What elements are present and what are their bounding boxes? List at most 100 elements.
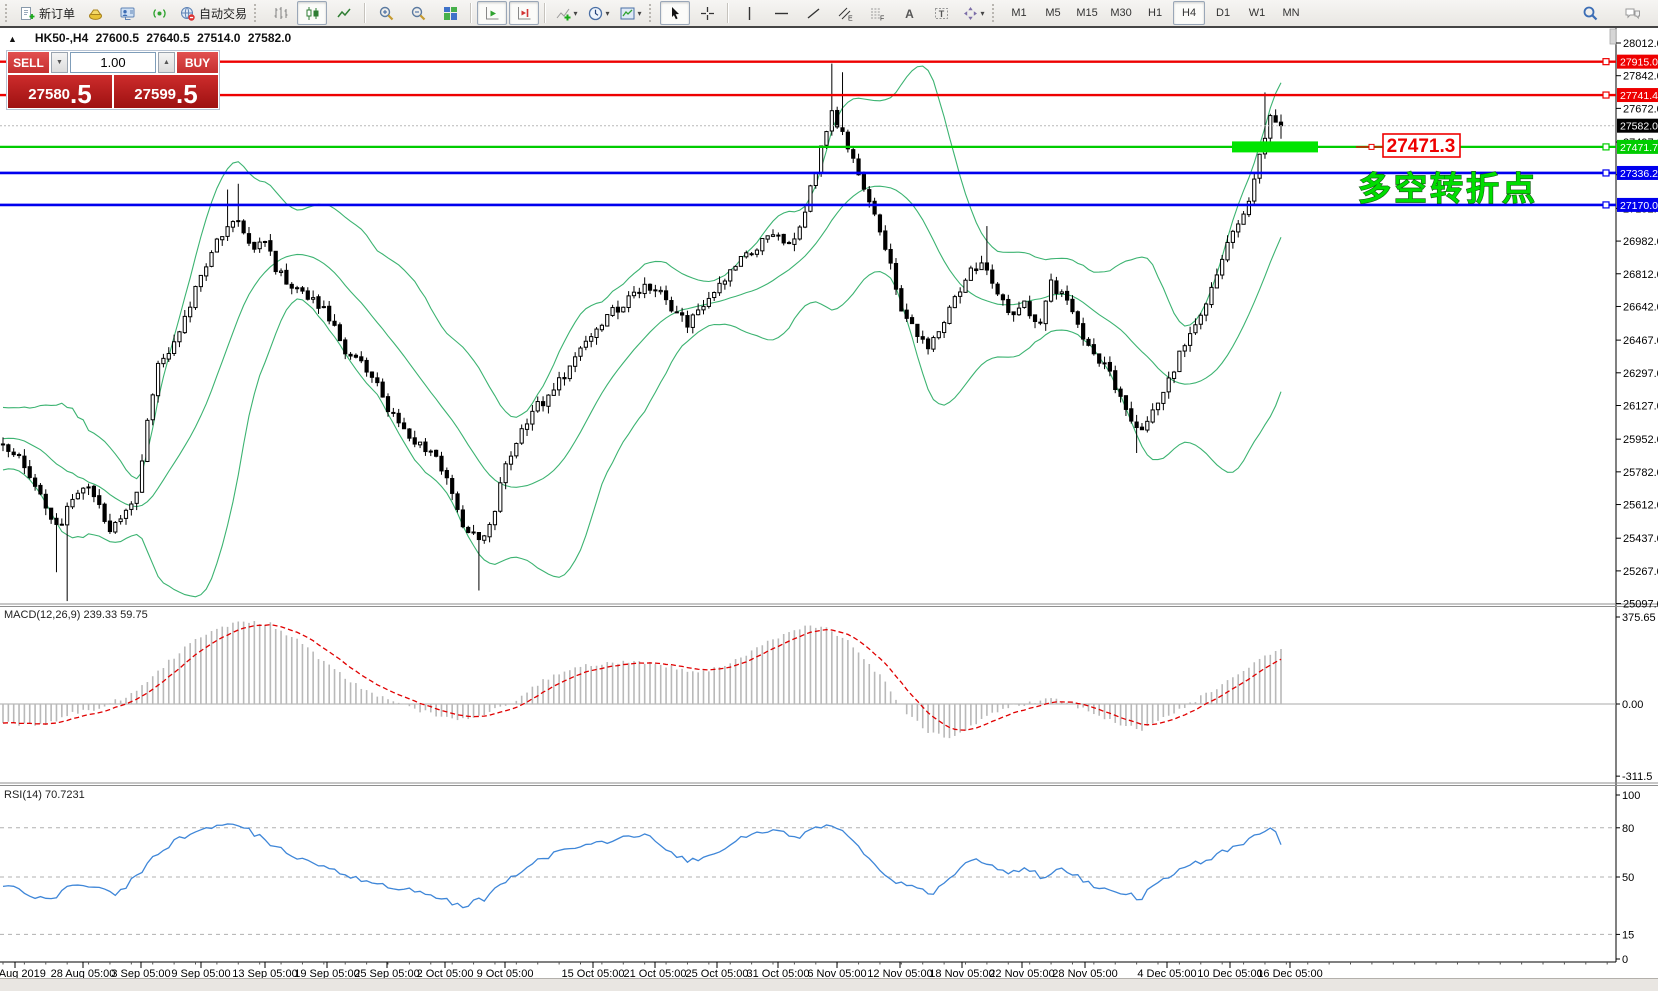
text-label-button[interactable]: T xyxy=(926,1,956,25)
horizontal-line-button[interactable] xyxy=(766,1,796,25)
macd-signal-line xyxy=(2,623,1282,731)
tile-windows-button[interactable] xyxy=(435,1,465,25)
tf-MN-button[interactable]: MN xyxy=(1275,1,1307,25)
volume-input[interactable] xyxy=(70,52,156,73)
vertical-line-icon xyxy=(741,5,758,22)
chart-scrollbar[interactable] xyxy=(1609,28,1617,45)
zoom-in-button[interactable] xyxy=(371,1,401,25)
data-window-button[interactable] xyxy=(112,1,142,25)
fibonacci-button[interactable]: F xyxy=(862,1,892,25)
tf-M30-button[interactable]: M30 xyxy=(1105,1,1137,25)
zoom-in-icon xyxy=(378,5,395,22)
text-button[interactable]: A xyxy=(894,1,924,25)
price-tag-27471.7 xyxy=(1617,139,1658,154)
templates-dropdown-icon[interactable]: ▾ xyxy=(637,8,642,18)
highlight-segment[interactable] xyxy=(1232,141,1318,153)
toolbar: 新订单 自动交易 ▾ ▾ ▾ E F A T ▾ M1 M5 M15 M30 H1 H4 D1 W1 MN xyxy=(0,0,1658,26)
macd-pane xyxy=(0,621,1616,739)
svg-text:T: T xyxy=(938,9,944,19)
chat-button[interactable] xyxy=(1617,1,1647,25)
svg-text:F: F xyxy=(880,15,884,22)
cn-annotation-text[interactable]: 多空转折点 xyxy=(1357,169,1538,207)
auto-trading-button[interactable]: 自动交易 xyxy=(176,1,250,25)
tf-H4-button[interactable]: H4 xyxy=(1173,1,1206,25)
trend-line-button[interactable] xyxy=(798,1,828,25)
equidistant-channel-icon: E xyxy=(837,5,854,22)
line-handle xyxy=(1602,58,1610,66)
line-chart-button[interactable] xyxy=(329,1,359,25)
time-label: 3 Sep 05:00 xyxy=(111,968,170,980)
new-order-button[interactable]: 新订单 xyxy=(16,1,78,25)
templates-icon xyxy=(619,5,636,22)
time-label: 9 Sep 05:00 xyxy=(171,968,230,980)
time-label: 19 Sep 05:00 xyxy=(294,968,359,980)
arrows-button[interactable]: ▾ xyxy=(958,1,988,25)
macd-label: MACD(12,26,9) 239.33 59.75 xyxy=(4,609,148,621)
crosshair-button[interactable] xyxy=(692,1,722,25)
search-button[interactable] xyxy=(1575,1,1605,25)
tf-M15-button[interactable]: M15 xyxy=(1071,1,1103,25)
bollinger-lower xyxy=(2,270,1282,598)
auto-scroll-button[interactable] xyxy=(477,1,508,25)
tf-H1-button[interactable]: H1 xyxy=(1139,1,1171,25)
sell-price-pip: .5 xyxy=(70,79,92,109)
sell-price-box[interactable]: 27580.5 xyxy=(8,75,112,108)
zoom-out-button[interactable] xyxy=(403,1,433,25)
periods-dropdown-icon[interactable]: ▾ xyxy=(605,8,610,18)
svg-text:27842.0: 27842.0 xyxy=(1623,71,1658,83)
bar-chart-button[interactable] xyxy=(265,1,295,25)
toolbar-separator xyxy=(727,3,730,23)
tf-W1-button[interactable]: W1 xyxy=(1241,1,1273,25)
one-click-trading-panel: SELL ▼ ▲ BUY 27580.5 27599.5 xyxy=(6,50,220,110)
tf-M1-button[interactable]: M1 xyxy=(1003,1,1035,25)
arrows-dropdown-icon[interactable]: ▾ xyxy=(980,8,985,18)
svg-text:25952.0: 25952.0 xyxy=(1623,434,1658,446)
rsi-pane xyxy=(0,823,1616,935)
svg-text:27170.0: 27170.0 xyxy=(1620,200,1658,212)
svg-text:25782.0: 25782.0 xyxy=(1623,467,1658,479)
time-label: 4 Dec 05:00 xyxy=(1137,968,1196,980)
signals-button[interactable] xyxy=(144,1,174,25)
price-tag-27741.4 xyxy=(1617,88,1658,103)
templates-button[interactable]: ▾ xyxy=(615,1,645,25)
price-tag-27336.2 xyxy=(1617,165,1658,180)
equidistant-channel-button[interactable]: E xyxy=(830,1,860,25)
ohlc-high: 27640.5 xyxy=(146,31,190,45)
line-handle xyxy=(1602,91,1610,99)
buy-button[interactable]: BUY xyxy=(177,52,218,73)
fibonacci-icon: F xyxy=(869,5,886,22)
ohlc-low: 27514.0 xyxy=(197,31,241,45)
buy-price-box[interactable]: 27599.5 xyxy=(114,75,218,108)
market-watch-icon xyxy=(87,5,104,22)
tf-M5-label: M5 xyxy=(1045,7,1061,19)
search-icon xyxy=(1582,5,1599,22)
market-watch-button[interactable] xyxy=(80,1,110,25)
toolbar-grip xyxy=(254,4,261,22)
tf-M5-button[interactable]: M5 xyxy=(1037,1,1069,25)
volume-up-button[interactable]: ▲ xyxy=(158,52,175,73)
time-label: 12 Nov 05:00 xyxy=(867,968,932,980)
svg-text:27672.0: 27672.0 xyxy=(1623,103,1658,115)
trend-line-icon xyxy=(805,5,822,22)
cursor-icon xyxy=(667,5,684,22)
volume-down-button[interactable]: ▼ xyxy=(51,52,68,73)
buy-price-pip: .5 xyxy=(176,79,198,109)
cursor-button[interactable] xyxy=(660,1,691,25)
time-label: 10 Dec 05:00 xyxy=(1197,968,1262,980)
current-price-tag xyxy=(1617,118,1658,133)
price-annotation-box[interactable] xyxy=(1382,133,1461,158)
indicators-button[interactable]: ▾ xyxy=(551,1,581,25)
indicators-dropdown-icon[interactable]: ▾ xyxy=(573,8,578,18)
candlestick-chart-button[interactable] xyxy=(297,1,328,25)
time-label: 6 Nov 05:00 xyxy=(807,968,866,980)
line-handle xyxy=(1602,201,1610,209)
collapse-panel-icon[interactable]: ▲ xyxy=(8,34,17,44)
svg-text:26642.0: 26642.0 xyxy=(1623,301,1658,313)
sell-button[interactable]: SELL xyxy=(8,52,49,73)
chart-shift-button[interactable] xyxy=(509,1,540,25)
tf-D1-button[interactable]: D1 xyxy=(1207,1,1239,25)
periods-button[interactable]: ▾ xyxy=(583,1,613,25)
vertical-line-button[interactable] xyxy=(734,1,764,25)
